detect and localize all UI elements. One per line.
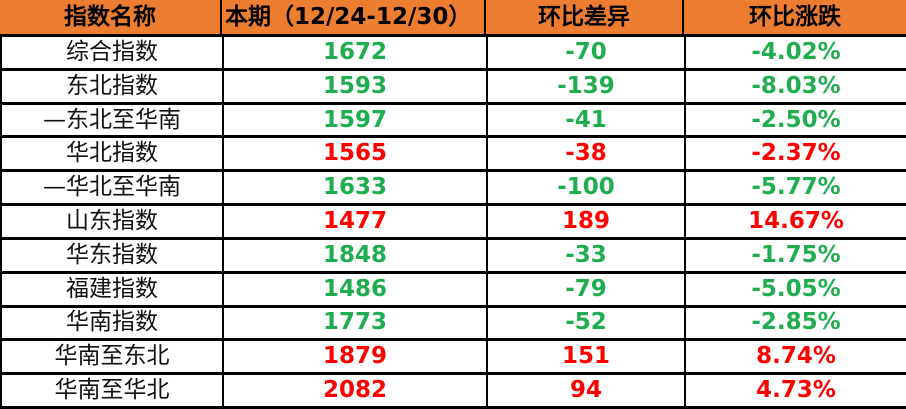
- row-diff: -139: [488, 70, 686, 102]
- row-diff: 151: [488, 341, 686, 373]
- row-label: 福建指数: [2, 273, 224, 305]
- header-index-name: 指数名称: [0, 0, 222, 34]
- row-value: 1633: [224, 172, 488, 204]
- row-label: 华南至华北: [2, 375, 224, 406]
- row-pct: -2.50%: [686, 105, 906, 136]
- row-diff: -41: [488, 104, 686, 136]
- header-mom-change: 环比涨跌: [749, 3, 841, 30]
- row-value: 1477: [224, 206, 488, 237]
- table-row-north: 华北指数 1565 -38 -2.37%: [0, 138, 906, 173]
- row-diff: -38: [488, 138, 686, 170]
- row-pct: -2.85%: [686, 308, 906, 339]
- row-pct: 14.67%: [686, 206, 906, 237]
- row-pct: -1.75%: [686, 240, 906, 271]
- table-row-south-to-northeast: 华南至东北 1879 151 8.74%: [0, 341, 906, 376]
- row-value: 1593: [224, 70, 488, 102]
- header-mom-diff: 环比差异: [486, 0, 684, 34]
- row-value: 1672: [224, 37, 488, 68]
- row-label: —华北至华南: [2, 172, 224, 204]
- row-value: 1773: [224, 307, 488, 339]
- table-row-northeast-to-south: —东北至华南 1597 -41 -2.50%: [0, 104, 906, 139]
- row-value: 1565: [224, 138, 488, 170]
- row-label: —东北至华南: [2, 104, 224, 136]
- row-diff: -70: [488, 37, 686, 68]
- row-diff: -33: [488, 239, 686, 271]
- table-row-northeast: 东北指数 1593 -139 -8.03%: [0, 70, 906, 105]
- row-diff: -100: [488, 172, 686, 204]
- row-label: 华南至东北: [2, 341, 224, 373]
- table-row-shandong: 山东指数 1477 189 14.67%: [0, 206, 906, 240]
- row-label: 华北指数: [2, 138, 224, 170]
- row-diff: -52: [488, 307, 686, 339]
- row-label: 华南指数: [2, 307, 224, 339]
- row-diff: 189: [488, 206, 686, 237]
- row-value: 1848: [224, 239, 488, 271]
- row-label: 华东指数: [2, 239, 224, 271]
- row-pct: -5.77%: [686, 172, 906, 203]
- row-diff: 94: [488, 375, 686, 406]
- table-row-south: 华南指数 1773 -52 -2.85%: [0, 307, 906, 342]
- row-value: 1597: [224, 104, 488, 136]
- row-pct: -4.02%: [686, 37, 906, 68]
- table-header-row: 指数名称 本期（12/24-12/30） 环比差异 环比涨跌: [0, 0, 906, 37]
- row-diff: -79: [488, 273, 686, 305]
- header-current-period: 本期（12/24-12/30）: [222, 0, 486, 34]
- row-pct: -2.37%: [686, 138, 906, 169]
- table-row-north-to-south: —华北至华南 1633 -100 -5.77%: [0, 172, 906, 207]
- row-value: 2082: [224, 375, 488, 406]
- row-label: 东北指数: [2, 70, 224, 102]
- table-row-south-to-north: 华南至华北 2082 94 4.73%: [0, 375, 906, 409]
- row-value: 1486: [224, 273, 488, 305]
- table-row-east: 华东指数 1848 -33 -1.75%: [0, 239, 906, 274]
- row-pct: 4.73%: [686, 375, 906, 406]
- row-label: 山东指数: [2, 206, 224, 237]
- row-label: 综合指数: [2, 37, 224, 68]
- row-pct: -5.05%: [686, 274, 906, 305]
- row-pct: 8.74%: [686, 341, 906, 372]
- table-row-composite: 综合指数 1672 -70 -4.02%: [0, 37, 906, 71]
- row-pct: -8.03%: [686, 71, 906, 102]
- row-value: 1879: [224, 341, 488, 373]
- table-row-fujian: 福建指数 1486 -79 -5.05%: [0, 273, 906, 308]
